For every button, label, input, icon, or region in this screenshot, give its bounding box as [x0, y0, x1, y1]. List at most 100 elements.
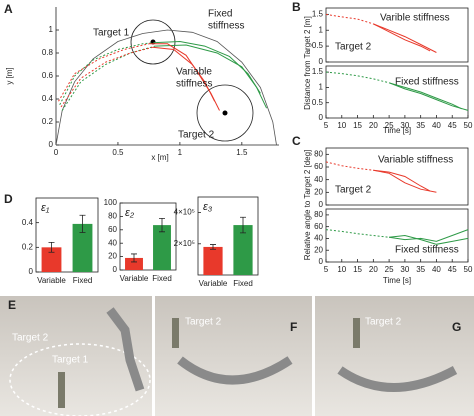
axes-frame [119, 202, 177, 271]
chart-title: ε₁ [41, 202, 50, 214]
y-tick-label: 0.6 [42, 71, 54, 80]
target-zone [196, 84, 254, 142]
x-tick-label: 0.5 [112, 148, 124, 157]
x-tick-label: 10 [337, 121, 346, 130]
y-tick-label: 40 [108, 238, 117, 247]
y-tick-label: 0 [319, 113, 324, 122]
annotation: Target 2 [178, 130, 215, 141]
line-series [389, 229, 469, 242]
axes-frame [325, 65, 469, 119]
photos [0, 296, 474, 416]
y-tick-label: 0.2 [42, 117, 54, 126]
y-tick-label: 60 [108, 225, 117, 234]
x-tick-label: 25 [385, 121, 394, 130]
annotation: Target 1 [93, 28, 130, 39]
x-tick-label: Variable [199, 279, 228, 288]
y-tick-label: 20 [314, 245, 323, 254]
panel-label: A [4, 2, 13, 16]
annotation: Variable [176, 67, 212, 78]
line-series [61, 45, 156, 111]
axes-frame [35, 197, 99, 273]
line-series [373, 169, 431, 192]
x-tick-label: Fixed [73, 276, 93, 285]
photo-robot [106, 307, 458, 392]
bar [125, 257, 143, 270]
x-axis-label: Time [s] [383, 126, 411, 135]
panel-label: F [290, 320, 297, 334]
x-tick-label: 0 [54, 148, 59, 157]
bar [203, 246, 223, 275]
y-tick-label: 0 [29, 267, 34, 276]
y-tick-label: 0 [49, 140, 54, 149]
axes-frame [325, 208, 469, 263]
line-series [388, 82, 462, 110]
y-axis-label: Distance from Target 2 [m] [303, 16, 312, 110]
x-tick-label: 35 [416, 265, 425, 274]
y-tick-label: 0.4 [42, 94, 54, 103]
line-series [59, 42, 156, 106]
annotation: Varible stiffness [380, 13, 450, 24]
panel-label: C [292, 134, 301, 148]
y-tick-label: 0 [319, 57, 324, 66]
x-tick-label: Fixed [152, 274, 172, 283]
panel-label: E [8, 298, 16, 312]
y-tick-label: 60 [314, 162, 323, 171]
x-tick-label: 30 [400, 121, 409, 130]
line-series [155, 44, 268, 109]
annotation: Fixed stiffness [395, 245, 459, 256]
y-tick-label: 1.5 [312, 9, 324, 18]
line-series [388, 82, 469, 111]
x-tick-label: Variable [37, 276, 66, 285]
x-tick-label: Variable [120, 274, 149, 283]
annotation: Target 2 [335, 185, 372, 196]
x-tick-label: 50 [464, 265, 473, 274]
y-tick-label: 80 [314, 149, 323, 158]
x-tick-label: 20 [369, 265, 378, 274]
y-tick-label: 0.8 [42, 48, 54, 57]
photo-target [172, 318, 179, 348]
target-dot [222, 110, 228, 116]
target-dot [150, 39, 156, 45]
y-tick-label: 2×10⁵ [174, 239, 195, 248]
line-series [58, 43, 150, 102]
y-tick-label: 1 [319, 83, 324, 92]
x-tick-label: 5 [324, 121, 329, 130]
photo-label: Target 2 [365, 317, 402, 328]
chart-title: ε₃ [203, 201, 213, 213]
y-tick-label: 1 [319, 25, 324, 34]
error-bar [79, 214, 86, 233]
error-bar [210, 244, 216, 250]
error-bar [240, 216, 246, 234]
x-tick-label: 1.5 [236, 148, 248, 157]
bar [153, 225, 171, 270]
error-bar [48, 242, 55, 253]
y-axis-label: Relative angle to Target 2 [deg] [303, 150, 312, 261]
y-tick-label: 1 [49, 25, 54, 34]
axes-frame [325, 7, 469, 63]
y-tick-label: 0 [113, 265, 118, 274]
error-bar [159, 218, 165, 233]
x-tick-label: 40 [432, 265, 441, 274]
x-tick-label: 20 [369, 121, 378, 130]
line-series [60, 46, 153, 108]
y-tick-label: 0.5 [312, 41, 324, 50]
x-axis-label: x [m] [151, 153, 168, 162]
chart-title: ε₂ [125, 207, 135, 219]
x-axis-label: Time [s] [383, 276, 411, 285]
annotation: Variable stiffness [378, 155, 453, 166]
panel-label: D [4, 192, 13, 206]
photo-path [9, 343, 151, 416]
panel-label: G [452, 320, 461, 334]
x-tick-label: 10 [337, 265, 346, 274]
y-tick-label: 0.2 [22, 242, 34, 251]
y-tick-label: 40 [314, 234, 323, 243]
y-tick-label: 1.5 [312, 67, 324, 76]
x-tick-label: 25 [385, 265, 394, 274]
x-tick-label: 45 [448, 265, 457, 274]
x-tick-label: 15 [353, 265, 362, 274]
x-tick-label: 40 [432, 121, 441, 130]
photo-label: Target 2 [12, 333, 49, 344]
annotation: Fixed stiffness [395, 77, 459, 88]
y-tick-label: 4×10⁵ [174, 208, 195, 217]
